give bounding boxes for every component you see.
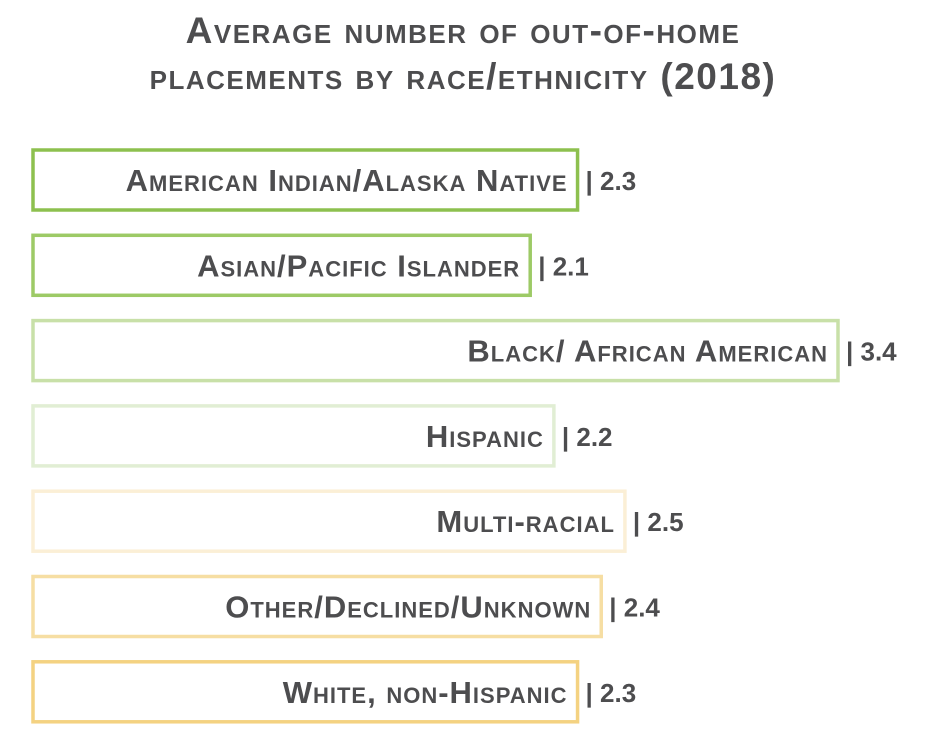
value-label-3: | 2.2: [562, 422, 613, 452]
bar-label-5: Other/Declined/Unknown: [225, 590, 591, 625]
value-label-5: | 2.4: [609, 593, 660, 623]
value-label-6: | 2.3: [586, 678, 637, 708]
bar-label-1: Asian/Pacific Islander: [197, 248, 520, 283]
bar-label-3: Hispanic: [426, 419, 544, 454]
value-label-0: | 2.3: [586, 166, 637, 196]
bar-0: [31, 148, 580, 212]
bar-1: [31, 233, 532, 298]
bar-label-6: White, non-Hispanic: [283, 675, 568, 710]
bar-label-2: Black/ African American: [467, 334, 828, 369]
chart-title: Average number of out-of-home placements…: [0, 8, 926, 100]
bar-2: [31, 318, 840, 383]
value-label-4: | 2.5: [633, 507, 684, 537]
value-label-2: | 3.4: [846, 337, 897, 367]
bar-3: [31, 404, 556, 468]
chart-title-line-2: placements by race/ethnicity (2018): [149, 56, 777, 97]
chart-title-line-1: Average number of out-of-home: [185, 10, 741, 51]
value-label-1: | 2.1: [538, 251, 589, 281]
bar-5: [31, 574, 603, 639]
bar-4: [31, 489, 627, 553]
bar-label-4: Multi-racial: [436, 504, 615, 539]
bar-label-0: American Indian/Alaska Native: [126, 163, 568, 198]
bar-6: [31, 660, 580, 724]
